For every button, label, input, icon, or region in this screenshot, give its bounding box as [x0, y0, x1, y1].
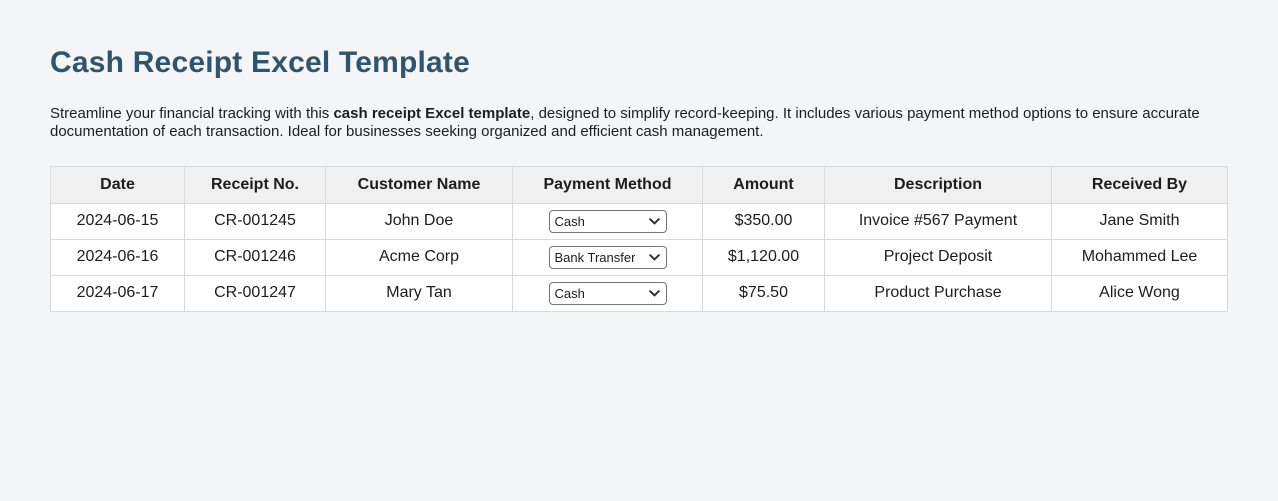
intro-text: Streamline your financial tracking with …: [50, 105, 1216, 142]
column-header-amount: Amount: [702, 165, 825, 204]
cell-customer-name: Acme Corp: [325, 238, 513, 276]
table-row: 2024-06-16 CR-001246 Acme Corp Bank Tran…: [50, 238, 1228, 276]
receipts-table: Date Receipt No. Customer Name Payment M…: [50, 165, 1228, 312]
intro-text-end: , designed to simplify record-keeping. I…: [50, 105, 1200, 141]
cell-amount: $1,120.00: [702, 238, 825, 276]
cell-received-by: Jane Smith: [1051, 202, 1228, 240]
cell-received-by: Mohammed Lee: [1051, 238, 1228, 276]
cell-receipt-no: CR-001246: [184, 238, 326, 276]
payment-method-value: Cash: [554, 214, 585, 228]
column-header-description: Description: [824, 165, 1052, 204]
chevron-down-icon: [648, 217, 660, 224]
cell-amount: $75.50: [702, 274, 825, 312]
cell-date: 2024-06-15: [50, 202, 185, 240]
payment-method-select[interactable]: Cash: [548, 209, 667, 233]
intro-text-bold: cash receipt Excel template: [333, 105, 531, 122]
chevron-down-icon: [648, 253, 660, 260]
intro-text-start: Streamline your financial tracking with …: [50, 105, 334, 122]
column-header-customer-name: Customer Name: [325, 165, 513, 204]
column-header-payment-method: Payment Method: [512, 165, 703, 204]
cell-payment-method: Cash: [512, 274, 703, 312]
payment-method-value: Bank Transfer: [554, 250, 636, 264]
cell-payment-method: Bank Transfer: [512, 238, 703, 276]
cell-payment-method: Cash: [512, 202, 703, 240]
cell-date: 2024-06-16: [50, 238, 185, 276]
table-row: 2024-06-17 CR-001247 Mary Tan Cash $75.5…: [50, 274, 1228, 312]
payment-method-select[interactable]: Bank Transfer: [548, 245, 667, 269]
cell-date: 2024-06-17: [50, 274, 185, 312]
table-row: 2024-06-15 CR-001245 John Doe Cash $350.…: [50, 202, 1228, 240]
cell-customer-name: Mary Tan: [325, 274, 513, 312]
page-content: Cash Receipt Excel Template Streamline y…: [50, 46, 1228, 312]
table-header-row: Date Receipt No. Customer Name Payment M…: [50, 165, 1228, 204]
cell-description: Project Deposit: [824, 238, 1052, 276]
cell-description: Product Purchase: [824, 274, 1052, 312]
cell-description: Invoice #567 Payment: [824, 202, 1052, 240]
column-header-received-by: Received By: [1051, 165, 1228, 204]
column-header-date: Date: [50, 165, 185, 204]
chevron-down-icon: [648, 289, 660, 296]
payment-method-value: Cash: [554, 286, 585, 300]
payment-method-select[interactable]: Cash: [548, 281, 667, 305]
cell-amount: $350.00: [702, 202, 825, 240]
cell-customer-name: John Doe: [325, 202, 513, 240]
cell-receipt-no: CR-001245: [184, 202, 326, 240]
column-header-receipt-no: Receipt No.: [184, 165, 326, 204]
cell-received-by: Alice Wong: [1051, 274, 1228, 312]
page-title: Cash Receipt Excel Template: [50, 46, 471, 79]
cell-receipt-no: CR-001247: [184, 274, 326, 312]
